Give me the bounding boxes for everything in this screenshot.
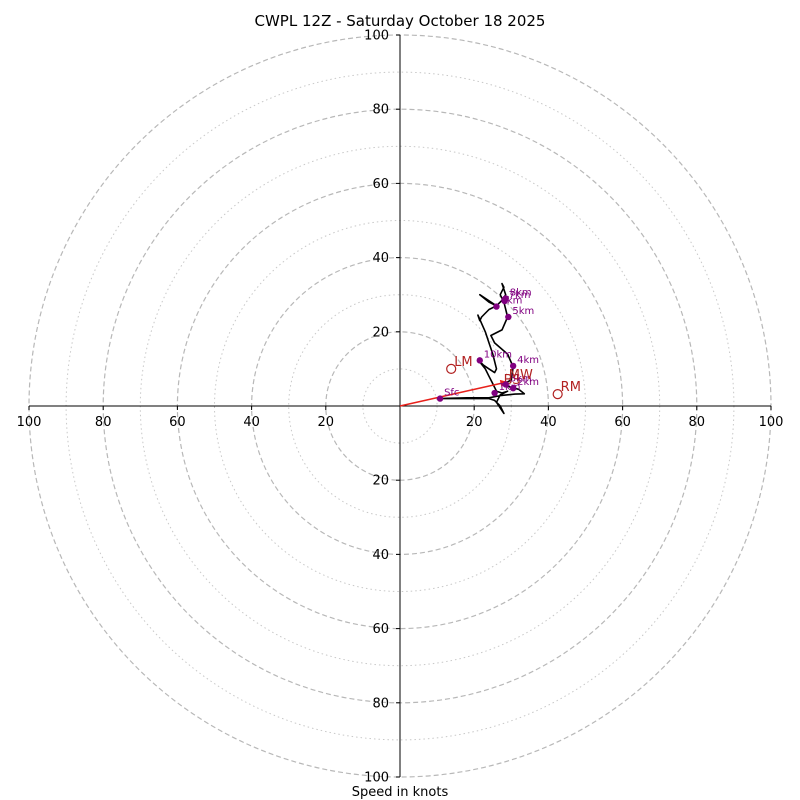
storm-motion-markers: LM RM MW — [446, 355, 581, 400]
height-marker-dot — [491, 389, 498, 397]
y-tick-label: 100 — [364, 29, 389, 44]
storm-motion-label: LM — [454, 355, 472, 370]
y-tick-label: 80 — [372, 696, 389, 711]
x-tick-label: 100 — [17, 415, 42, 430]
x-tick-label: 60 — [169, 415, 186, 430]
storm-motion-marker — [446, 363, 457, 374]
chart-title: CWPL 12Z - Saturday October 18 2025 — [255, 12, 546, 30]
storm-motion-label: RM — [561, 380, 581, 395]
height-marker-label: 7km — [509, 290, 531, 301]
y-tick-label: 60 — [372, 622, 389, 637]
height-marker-label: 1km — [499, 382, 521, 393]
y-tick-label: 100 — [364, 771, 389, 786]
y-tick-label: 80 — [372, 103, 389, 118]
storm-motion-vector — [399, 381, 508, 407]
height-marker-dot — [509, 362, 517, 370]
x-tick-label: 40 — [540, 415, 557, 430]
x-tick-label: 20 — [318, 415, 335, 430]
x-tick-label: 20 — [466, 415, 483, 430]
height-marker-dot — [509, 384, 517, 392]
height-marker-label: 3km — [510, 373, 532, 384]
height-marker-dot — [476, 357, 483, 364]
height-marker-label: 6km — [500, 296, 522, 307]
storm-motion-label: MW — [509, 368, 533, 383]
y-tick-label: 20 — [372, 474, 389, 489]
height-marker-label: 2km — [517, 377, 539, 388]
height-marker-dot — [436, 395, 444, 402]
height-marker-dot — [493, 303, 500, 310]
height-marker-label: 10km — [484, 349, 512, 360]
x-tick-label: 80 — [95, 415, 112, 430]
height-marker-label: 4km — [517, 355, 539, 366]
height-marker-dot — [505, 313, 512, 321]
x-tick-label: 40 — [243, 415, 260, 430]
x-tick-label: 80 — [689, 415, 706, 430]
y-tick-label: 40 — [372, 548, 389, 563]
x-tick-label: 100 — [759, 415, 784, 430]
height-marker-label: 5km — [512, 306, 534, 317]
x-axis-label: Speed in knots — [352, 785, 449, 800]
height-marker-label: Sfc — [444, 388, 459, 399]
y-tick-label: 40 — [372, 251, 389, 266]
height-marker-dot — [502, 295, 509, 302]
height-marker-label: 8km — [510, 287, 532, 298]
height-marker-dot — [502, 381, 509, 388]
storm-motion-marker — [552, 389, 563, 400]
y-tick-label: 20 — [372, 325, 389, 340]
y-tick-label: 60 — [372, 177, 389, 192]
x-tick-label: 60 — [614, 415, 631, 430]
tick-labels: 100 80 60 40 20 20 40 60 80 100 20 40 60 80 100 20 40 60 8… — [17, 29, 784, 786]
